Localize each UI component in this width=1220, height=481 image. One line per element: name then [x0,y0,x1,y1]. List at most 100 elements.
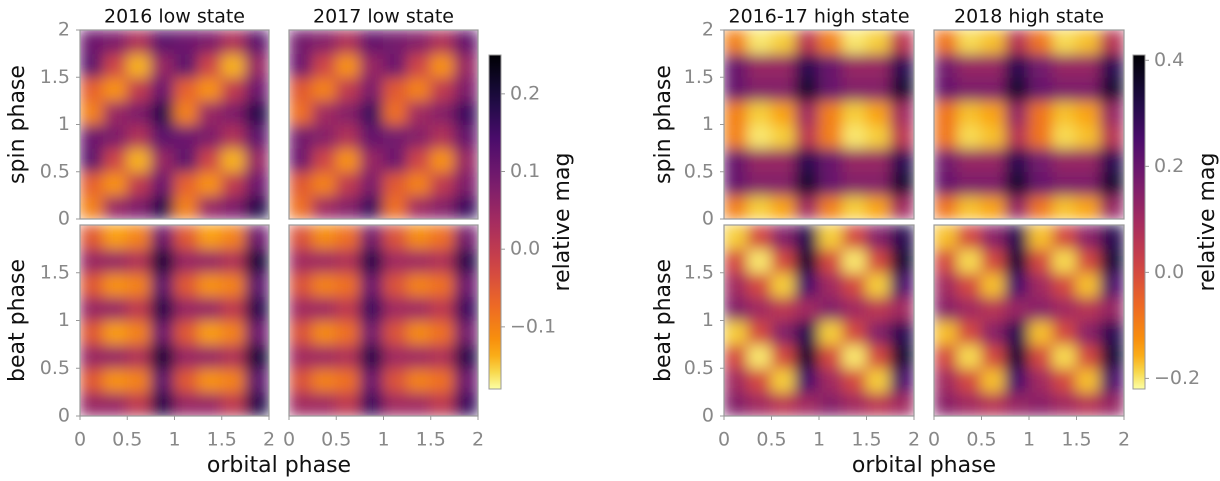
heatmap-cell [383,100,408,125]
heatmap-cell [771,272,796,298]
heatmap-cell [771,194,796,219]
heatmap-panel [724,225,914,416]
heatmap-cell [957,124,982,149]
heatmap-cell [406,391,432,416]
heatmap-cell [934,367,959,393]
heatmap-cell [842,147,867,173]
heatmap-cell [771,225,796,250]
heatmap-cell [221,272,246,298]
heatmap-cells [724,30,914,219]
y-axis-label: spin phase [651,65,676,184]
heatmap-cell [1076,248,1101,274]
heatmap-cell [126,194,152,219]
colorbar-label: relative mag [550,153,575,292]
heatmap-cell [221,320,246,345]
heatmap-cell [430,391,455,416]
heatmap-cell [197,296,223,321]
heatmap-cell [794,391,820,416]
heatmap-cell [957,343,982,369]
heatmap-cell [430,296,455,321]
heatmap-cell [335,296,361,321]
heatmap-cell [174,391,199,416]
heatmap-cell [406,296,432,321]
heatmap-cell [957,171,982,196]
heatmap-cell [866,225,891,250]
heatmap-cell [289,296,314,321]
heatmap-cell [335,272,361,298]
heatmap-cell [866,320,891,345]
heatmap-cell [889,100,914,125]
heatmap-cell [103,343,128,369]
y-tick-label: 0 [58,208,70,230]
heatmap-cell [842,272,867,298]
heatmap-cell [383,53,408,78]
x-tick-label: 1 [813,429,825,451]
heatmap-cell [1076,53,1101,78]
colorbar-tick-label: 0.0 [510,238,540,260]
heatmap-cell [1004,30,1030,55]
heatmap-cell [244,248,269,274]
heatmap-cell [174,296,199,321]
heatmap-cell [406,124,432,149]
heatmap-cell [1052,296,1077,321]
heatmap-cell [1004,391,1030,416]
heatmap-cell [747,30,772,55]
heatmap-cell [174,367,199,393]
heatmap-cell [126,391,152,416]
heatmap-cell [866,248,891,274]
heatmap-cell [818,248,844,274]
heatmap-cell [747,272,772,298]
heatmap-cell [174,194,199,219]
heatmap-cell [383,171,408,196]
heatmap-cell [335,147,361,173]
heatmap-cell [794,367,820,393]
x-tick-label: 0 [74,429,86,451]
heatmap-cell [724,248,749,274]
heatmap-cell [771,320,796,345]
heatmap-cell [1052,248,1077,274]
heatmap-cell [981,171,1006,196]
heatmap-cell [1052,53,1077,78]
heatmap-cell [866,171,891,196]
heatmap-cell [359,194,384,219]
heatmap-cell [312,100,337,125]
y-axis-label: beat phase [651,259,676,382]
heatmap-cell [1052,30,1077,55]
x-tick-label: 0.5 [321,429,351,451]
heatmap-cell [335,225,361,250]
heatmap-cell [383,320,408,345]
heatmap-cell [1004,225,1030,250]
heatmap-cell [359,147,384,173]
y-tick-label: 1.5 [40,66,70,88]
heatmap-cell [818,30,844,55]
panel-title: 2018 high state [954,6,1104,28]
heatmap-cell [1028,320,1054,345]
y-tick-label: 0.5 [40,357,70,379]
heatmap-cell [981,296,1006,321]
heatmap-cell [406,320,432,345]
heatmap-cell [1028,100,1054,125]
heatmap-cell [430,225,455,250]
heatmap-cell [197,53,223,78]
heatmap-cell [103,171,128,196]
heatmap-cell [244,171,269,196]
x-axis-label: orbital phase [852,453,996,478]
heatmap-cell [80,225,105,250]
heatmap-cell [197,171,223,196]
heatmap-cell [383,343,408,369]
heatmap-cell [771,171,796,196]
heatmap-cell [150,100,175,125]
heatmap-cell [1028,194,1054,219]
x-tick-label: 0.5 [112,429,142,451]
heatmap-cell [453,147,478,173]
heatmap-cell [934,320,959,345]
heatmap-cell [1099,147,1124,173]
heatmap-cell [794,171,820,196]
heatmap-cell [312,272,337,298]
heatmap-cell [1076,100,1101,125]
heatmap-cell [1004,343,1030,369]
heatmap-cell [1052,343,1077,369]
heatmap-cell [724,147,749,173]
heatmap-cell [794,296,820,321]
heatmap-cell [80,367,105,393]
